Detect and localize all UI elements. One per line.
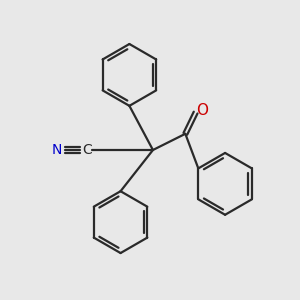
Text: N: N (52, 143, 62, 157)
Text: O: O (196, 103, 208, 118)
Text: C: C (82, 143, 92, 157)
